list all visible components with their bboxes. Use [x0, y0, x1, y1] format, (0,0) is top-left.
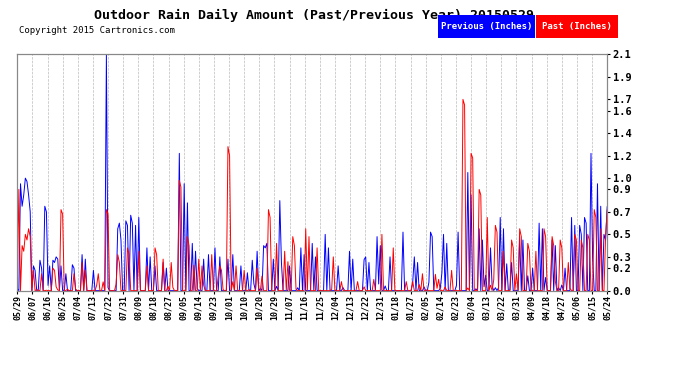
Text: Copyright 2015 Cartronics.com: Copyright 2015 Cartronics.com	[19, 26, 175, 35]
Text: Outdoor Rain Daily Amount (Past/Previous Year) 20150529: Outdoor Rain Daily Amount (Past/Previous…	[94, 9, 534, 22]
Text: Previous (Inches): Previous (Inches)	[441, 22, 532, 31]
Text: Past (Inches): Past (Inches)	[542, 22, 612, 31]
